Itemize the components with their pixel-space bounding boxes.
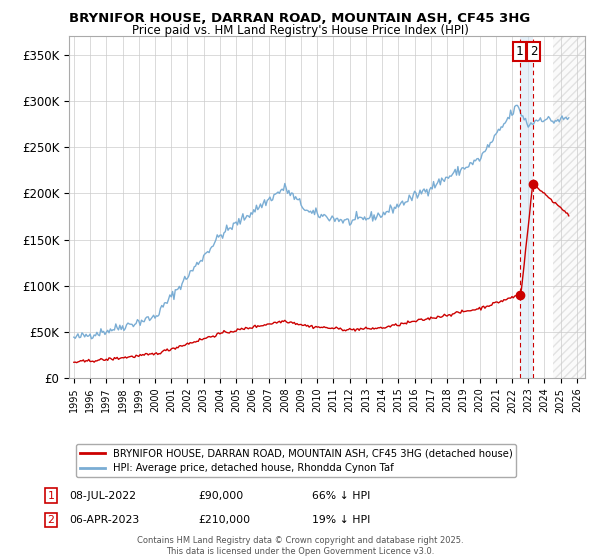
Legend: BRYNIFOR HOUSE, DARRAN ROAD, MOUNTAIN ASH, CF45 3HG (detached house), HPI: Avera: BRYNIFOR HOUSE, DARRAN ROAD, MOUNTAIN AS…: [76, 444, 517, 477]
Text: 1: 1: [47, 491, 55, 501]
Text: Price paid vs. HM Land Registry's House Price Index (HPI): Price paid vs. HM Land Registry's House …: [131, 24, 469, 36]
Bar: [520, 36, 533, 378]
Text: 2: 2: [530, 45, 537, 58]
Text: 19% ↓ HPI: 19% ↓ HPI: [312, 515, 370, 525]
Text: 1: 1: [516, 45, 523, 58]
Text: 2: 2: [47, 515, 55, 525]
Text: £90,000: £90,000: [198, 491, 243, 501]
Text: 08-JUL-2022: 08-JUL-2022: [69, 491, 136, 501]
Text: Contains HM Land Registry data © Crown copyright and database right 2025.
This d: Contains HM Land Registry data © Crown c…: [137, 536, 463, 556]
Text: 66% ↓ HPI: 66% ↓ HPI: [312, 491, 370, 501]
Bar: [553, 36, 585, 378]
Text: 06-APR-2023: 06-APR-2023: [69, 515, 139, 525]
Text: BRYNIFOR HOUSE, DARRAN ROAD, MOUNTAIN ASH, CF45 3HG: BRYNIFOR HOUSE, DARRAN ROAD, MOUNTAIN AS…: [70, 12, 530, 25]
Text: £210,000: £210,000: [198, 515, 250, 525]
